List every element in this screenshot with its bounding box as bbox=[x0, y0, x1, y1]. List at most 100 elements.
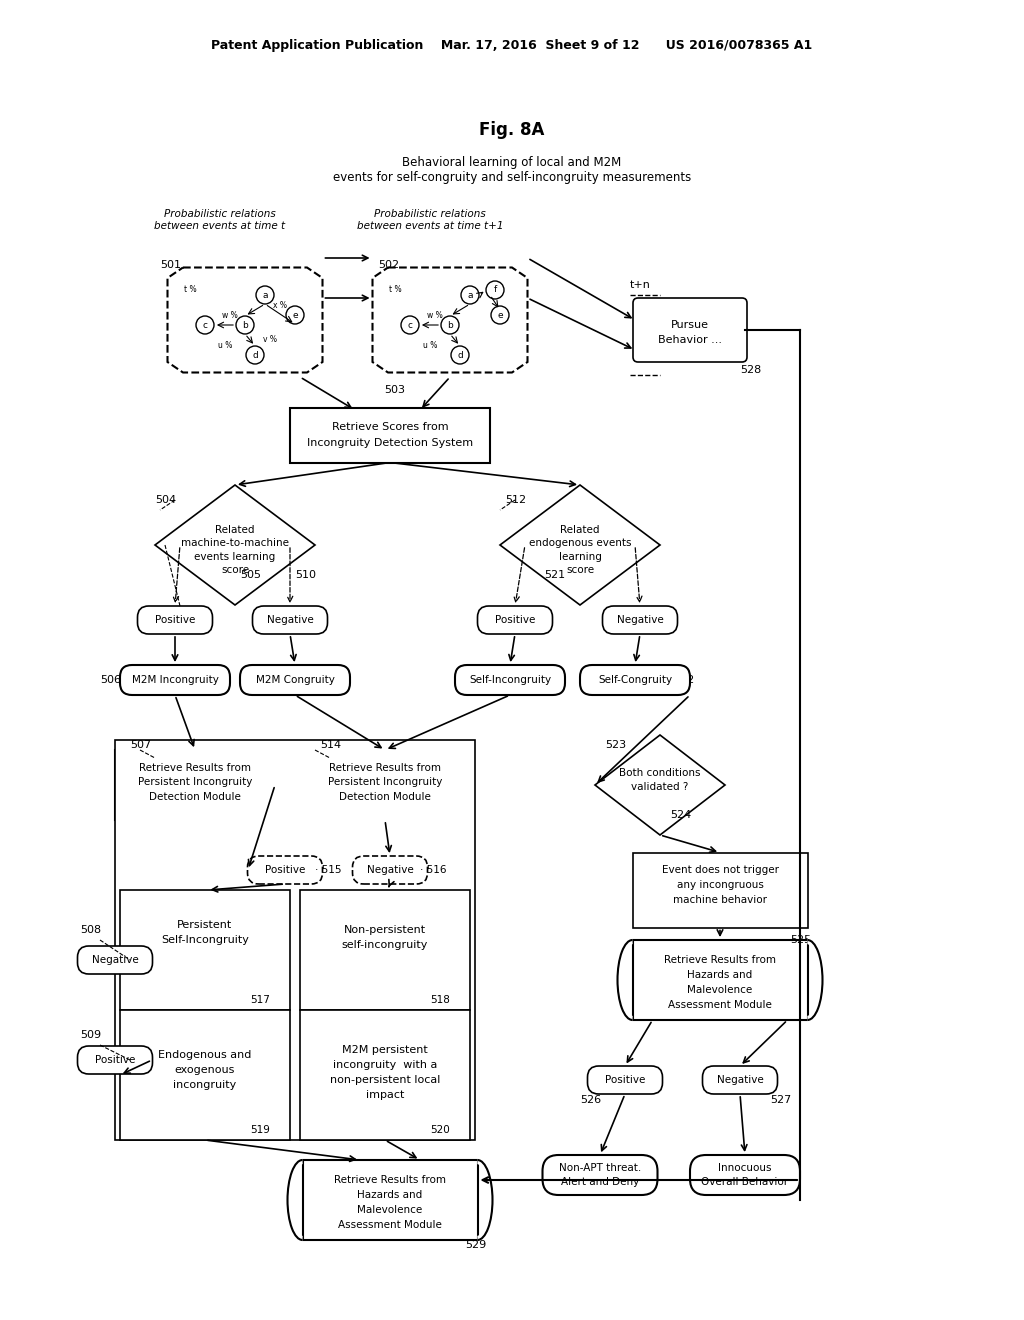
Text: Innocuous: Innocuous bbox=[718, 1163, 772, 1173]
Text: 501: 501 bbox=[160, 260, 181, 271]
Text: 522: 522 bbox=[673, 675, 694, 685]
Text: 525: 525 bbox=[790, 935, 811, 945]
Text: 518: 518 bbox=[430, 995, 450, 1005]
FancyBboxPatch shape bbox=[543, 1155, 657, 1195]
Circle shape bbox=[196, 315, 214, 334]
Text: Negative: Negative bbox=[91, 954, 138, 965]
Text: Related: Related bbox=[215, 525, 255, 535]
Text: validated ?: validated ? bbox=[632, 781, 689, 792]
Circle shape bbox=[451, 346, 469, 364]
Polygon shape bbox=[595, 735, 725, 836]
Text: 527: 527 bbox=[770, 1096, 792, 1105]
Text: w %: w % bbox=[222, 310, 238, 319]
Text: b: b bbox=[242, 321, 248, 330]
FancyBboxPatch shape bbox=[240, 665, 350, 696]
Text: self-incongruity: self-incongruity bbox=[342, 940, 428, 950]
FancyBboxPatch shape bbox=[602, 606, 678, 634]
Text: Pursue: Pursue bbox=[671, 319, 709, 330]
Text: 507: 507 bbox=[130, 741, 152, 750]
Text: 528: 528 bbox=[740, 366, 761, 375]
Text: Related: Related bbox=[560, 525, 600, 535]
Text: Endogenous and: Endogenous and bbox=[159, 1049, 252, 1060]
Text: · 515: · 515 bbox=[315, 865, 341, 875]
Text: f: f bbox=[494, 285, 497, 294]
FancyBboxPatch shape bbox=[120, 665, 230, 696]
Circle shape bbox=[486, 281, 504, 300]
Text: 506: 506 bbox=[100, 675, 121, 685]
FancyBboxPatch shape bbox=[120, 1010, 290, 1140]
Text: Patent Application Publication    Mar. 17, 2016  Sheet 9 of 12      US 2016/0078: Patent Application Publication Mar. 17, … bbox=[211, 38, 813, 51]
Text: t+n: t+n bbox=[630, 280, 650, 290]
Text: · 516: · 516 bbox=[420, 865, 446, 875]
Text: Positive: Positive bbox=[95, 1055, 135, 1065]
Text: Assessment Module: Assessment Module bbox=[668, 1001, 772, 1010]
FancyBboxPatch shape bbox=[78, 946, 153, 974]
Circle shape bbox=[236, 315, 254, 334]
Text: machine-to-machine: machine-to-machine bbox=[181, 539, 289, 548]
Text: Malevolence: Malevolence bbox=[357, 1205, 423, 1214]
Polygon shape bbox=[155, 484, 315, 605]
Text: Retrieve Results from: Retrieve Results from bbox=[664, 954, 776, 965]
FancyBboxPatch shape bbox=[305, 750, 465, 820]
Text: learning: learning bbox=[558, 552, 601, 562]
FancyBboxPatch shape bbox=[633, 298, 746, 362]
Text: 508: 508 bbox=[80, 925, 101, 935]
Text: Retrieve Scores from: Retrieve Scores from bbox=[332, 422, 449, 432]
FancyBboxPatch shape bbox=[633, 940, 808, 1020]
Text: 526: 526 bbox=[580, 1096, 601, 1105]
Text: Probabilistic relations
between events at time t+1: Probabilistic relations between events a… bbox=[356, 209, 503, 231]
Text: Retrieve Results from: Retrieve Results from bbox=[139, 763, 251, 774]
Text: events learning: events learning bbox=[195, 552, 275, 562]
FancyBboxPatch shape bbox=[352, 855, 427, 884]
FancyBboxPatch shape bbox=[137, 606, 213, 634]
FancyBboxPatch shape bbox=[115, 750, 275, 820]
Text: incongruity: incongruity bbox=[173, 1080, 237, 1090]
Text: 519: 519 bbox=[250, 1125, 270, 1135]
FancyBboxPatch shape bbox=[477, 606, 553, 634]
Text: 503: 503 bbox=[384, 385, 406, 395]
Text: score: score bbox=[221, 565, 249, 576]
Text: c: c bbox=[203, 321, 208, 330]
Text: 512: 512 bbox=[505, 495, 526, 506]
Text: 504: 504 bbox=[155, 495, 176, 506]
Text: 509: 509 bbox=[80, 1030, 101, 1040]
Text: w %: w % bbox=[427, 310, 442, 319]
FancyBboxPatch shape bbox=[78, 1045, 153, 1074]
Text: t %: t % bbox=[389, 285, 401, 294]
Text: Hazards and: Hazards and bbox=[357, 1191, 423, 1200]
Text: c: c bbox=[408, 321, 413, 330]
FancyBboxPatch shape bbox=[633, 853, 808, 928]
Text: Both conditions: Both conditions bbox=[620, 768, 700, 777]
Text: Non-APT threat.: Non-APT threat. bbox=[559, 1163, 641, 1173]
Text: M2M Incongruity: M2M Incongruity bbox=[131, 675, 218, 685]
Text: t %: t % bbox=[183, 285, 197, 294]
Text: Self-Incongruity: Self-Incongruity bbox=[161, 935, 249, 945]
Text: v %: v % bbox=[263, 335, 278, 345]
Text: Retrieve Results from: Retrieve Results from bbox=[329, 763, 441, 774]
Polygon shape bbox=[168, 268, 323, 372]
Text: 502: 502 bbox=[378, 260, 399, 271]
Text: e: e bbox=[292, 310, 298, 319]
Text: e: e bbox=[498, 310, 503, 319]
Text: 529: 529 bbox=[465, 1239, 486, 1250]
FancyBboxPatch shape bbox=[248, 855, 323, 884]
Text: Persistent: Persistent bbox=[177, 920, 232, 931]
FancyBboxPatch shape bbox=[115, 741, 475, 1140]
Text: Negative: Negative bbox=[367, 865, 414, 875]
Text: 521: 521 bbox=[544, 570, 565, 579]
Text: M2M Congruity: M2M Congruity bbox=[256, 675, 335, 685]
Text: machine behavior: machine behavior bbox=[673, 895, 767, 906]
Circle shape bbox=[401, 315, 419, 334]
FancyBboxPatch shape bbox=[455, 665, 565, 696]
Text: x %: x % bbox=[273, 301, 287, 309]
Text: Detection Module: Detection Module bbox=[150, 792, 241, 803]
Text: Self-Congruity: Self-Congruity bbox=[598, 675, 672, 685]
Text: 511: 511 bbox=[255, 675, 276, 685]
Text: impact: impact bbox=[366, 1090, 404, 1100]
Text: Event does not trigger: Event does not trigger bbox=[662, 865, 778, 875]
Text: endogenous events: endogenous events bbox=[528, 539, 631, 548]
FancyBboxPatch shape bbox=[690, 1155, 800, 1195]
Text: Self-Incongruity: Self-Incongruity bbox=[469, 675, 551, 685]
Text: Probabilistic relations
between events at time t: Probabilistic relations between events a… bbox=[155, 209, 286, 231]
Text: Detection Module: Detection Module bbox=[339, 792, 431, 803]
